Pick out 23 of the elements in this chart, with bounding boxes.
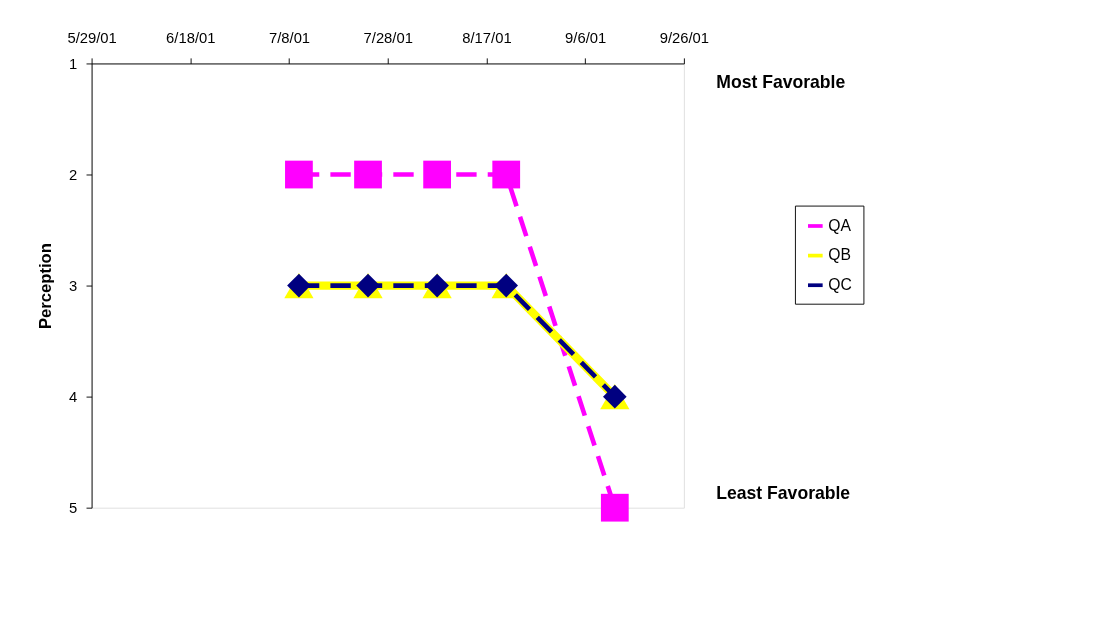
point	[285, 160, 313, 189]
x-tick-label: 7/8/01	[268, 29, 311, 46]
y-tick-label: 1	[69, 55, 78, 72]
legend-label: QB	[828, 246, 852, 264]
x-tick-label: 5/29/01	[67, 29, 117, 46]
legend-label: QA	[828, 216, 852, 234]
y-axis-title: Perception	[35, 243, 55, 330]
x-tick-label: 9/26/01	[659, 29, 710, 46]
text: Most Favorable	[716, 71, 846, 92]
y-tick-label: 3	[69, 277, 78, 294]
point	[492, 160, 521, 189]
legend-label: QC	[828, 275, 852, 293]
text: Least Favorable	[716, 483, 851, 504]
point	[423, 160, 452, 189]
x-tick-label: 6/18/01	[166, 29, 216, 46]
y-tick-label: 4	[69, 388, 78, 405]
x-tick-label: 8/17/01	[462, 29, 512, 46]
x-tick-label: 7/28/01	[363, 29, 413, 46]
point	[600, 493, 629, 522]
y-tick-label: 5	[69, 499, 78, 516]
y-tick-label: 2	[69, 166, 78, 183]
x-tick-label: 9/6/01	[565, 29, 607, 46]
point	[354, 160, 382, 189]
